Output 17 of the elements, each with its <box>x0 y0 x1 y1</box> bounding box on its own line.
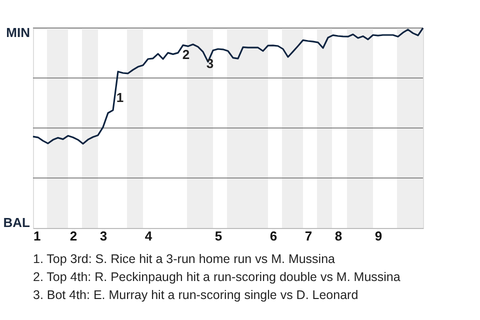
text: 2. Top 4th: R. Peckinpaugh hit a run-scoring double vs M. Mussina <box>33 270 400 284</box>
x-tick-label: 1 <box>34 228 41 244</box>
annotation: 2 <box>182 47 190 62</box>
x-tick-label: 2 <box>70 228 78 244</box>
x-tick-label: 8 <box>334 228 342 244</box>
text: BAL <box>3 215 30 230</box>
x-tick-label: 9 <box>374 228 382 244</box>
text: 1. Top 3rd: S. Rice hit a 3-run home run vs M. Mussina <box>33 252 336 266</box>
text: 3. Bot 4th: E. Murray hit a run-scoring single vs D. Leonard <box>33 288 358 302</box>
x-tick-label: 4 <box>144 228 153 244</box>
x-tick-label: 7 <box>304 228 312 244</box>
x-tick-label: 3 <box>100 228 108 244</box>
x-tick-label: 5 <box>214 228 222 244</box>
text: MIN <box>6 25 30 40</box>
annotation: 3 <box>206 56 214 71</box>
annotation: 1 <box>116 90 124 105</box>
x-tick-label: 6 <box>270 228 278 244</box>
